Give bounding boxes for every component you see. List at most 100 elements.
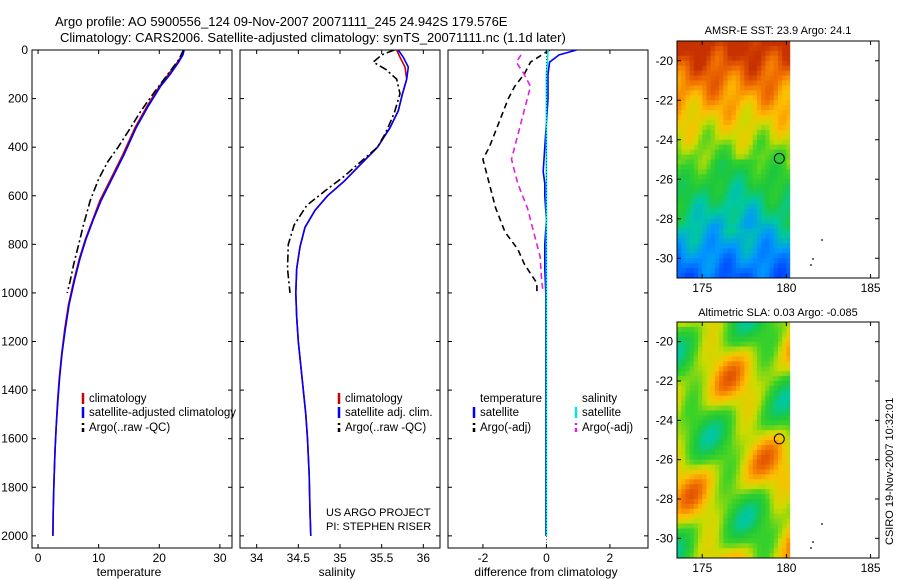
sla_map-cell — [756, 494, 762, 500]
sla_map-cell — [693, 494, 699, 500]
sst_map-cell — [706, 100, 712, 106]
sla_map-cell — [748, 543, 754, 549]
sst_map-cell — [756, 129, 762, 136]
sla_map-cell — [685, 548, 691, 554]
sst_map-cell — [719, 139, 724, 146]
sla_map-cell — [727, 503, 733, 510]
sst_map-cell — [744, 120, 749, 126]
temperature-ytick-label: 2000 — [1, 529, 28, 543]
sla_map-cell — [778, 508, 783, 515]
sla_map-cell — [681, 518, 686, 524]
sla_map-cell — [773, 494, 779, 500]
sst_map-cell — [719, 238, 724, 244]
difference-xtick-label: 2 — [607, 551, 614, 565]
sst_map-cell — [698, 95, 703, 101]
sst_map-cell — [773, 273, 779, 278]
sla_map-cell — [765, 464, 770, 470]
sst_map-cell — [756, 233, 762, 239]
salinity-xtick-label: 34 — [250, 551, 264, 565]
sla_map-cell — [773, 326, 779, 333]
sst_map-cell — [706, 199, 712, 205]
sla_map-cell — [677, 430, 682, 436]
sst_map-cell — [719, 199, 724, 205]
salinity-series-satellite-adj-clim — [294, 50, 410, 536]
sst_map-cell — [702, 80, 707, 86]
sst_map-cell — [786, 189, 791, 195]
sla_map-cell — [744, 484, 749, 490]
sst_map-cell — [782, 174, 787, 180]
sla_map-cell — [773, 425, 779, 431]
sla_map-cell — [681, 479, 686, 485]
sst_map-cell — [761, 105, 766, 111]
sst_map-cell — [744, 105, 749, 111]
sst_map-cell — [748, 124, 754, 131]
sst_map-cell — [735, 50, 741, 57]
sla_map-cell — [748, 430, 754, 436]
sla_map-cell — [681, 503, 686, 510]
sst_map-cell — [727, 41, 733, 47]
sla_map-cell — [740, 326, 745, 333]
sst_map-cell — [735, 268, 741, 274]
sla_map-cell — [681, 336, 686, 343]
sla_map-cell — [698, 523, 703, 529]
sla-island-dot — [810, 547, 812, 549]
sla_map-cell — [786, 351, 791, 357]
sla_map-cell — [735, 430, 741, 436]
sst_map-cell — [765, 218, 770, 225]
sla_map-cell — [723, 543, 728, 549]
sla_map-cell — [727, 381, 733, 387]
sla_map-cell — [744, 440, 749, 446]
difference-series-salinity-argo-adj — [510, 54, 544, 293]
sst_map-cell — [685, 85, 691, 91]
temperature-series-argo-raw-qc — [66, 50, 185, 294]
sst_map-cell — [765, 189, 770, 195]
sla_map-cell — [681, 543, 686, 549]
sla_map-cell — [731, 440, 737, 446]
sst_map-cell — [740, 70, 745, 76]
sla_map-cell — [752, 381, 758, 387]
sst_map-cell — [689, 268, 695, 274]
sla_map-cell — [731, 351, 737, 357]
sla_map-cell — [727, 508, 733, 515]
sla_map-cell — [765, 341, 770, 347]
sst_map-cell — [761, 189, 766, 195]
sla_map-cell — [765, 528, 770, 534]
sst_map-cell — [702, 144, 707, 151]
sst_map-cell — [698, 268, 703, 274]
sla_map-cell — [689, 440, 695, 446]
sst_map-cell — [706, 233, 712, 239]
sla_map-cell — [706, 513, 712, 520]
sla_map-cell — [685, 538, 691, 544]
sla_map-cell — [773, 336, 779, 343]
sla_map-cell — [698, 435, 703, 441]
sst_map-cell — [698, 154, 703, 160]
sst_map-cell — [714, 263, 720, 269]
sst_map-cell — [689, 189, 695, 195]
sla_map-cell — [752, 459, 758, 465]
sst_map-cell — [723, 110, 728, 116]
sst_map-cell — [681, 203, 686, 210]
sst_map-cell — [706, 159, 712, 165]
sst_map-cell — [702, 65, 707, 72]
sst_map-cell — [761, 194, 766, 200]
sst_map-cell — [698, 243, 703, 249]
sst_map-cell — [719, 233, 724, 239]
sla_map-cell — [714, 336, 720, 343]
sst_map-cell — [748, 70, 754, 76]
sst_map-cell — [719, 70, 724, 76]
sla_map-cell — [689, 366, 695, 372]
sla_map-cell — [719, 533, 724, 539]
sla_map-cell — [773, 361, 779, 367]
sst_map-cell — [706, 70, 712, 76]
sla_map-cell — [769, 489, 775, 495]
sla_map-cell — [689, 371, 695, 377]
sla_map-cell — [723, 351, 728, 357]
sla_map-cell — [769, 479, 775, 485]
sla_map-cell — [782, 528, 787, 534]
sst_map-cell — [748, 248, 754, 254]
sla_map-cell — [786, 415, 791, 421]
sst_map-cell — [723, 184, 728, 190]
sst_map-cell — [681, 105, 686, 111]
sst_map-cell — [752, 179, 758, 185]
sst_map-cell — [769, 85, 775, 91]
